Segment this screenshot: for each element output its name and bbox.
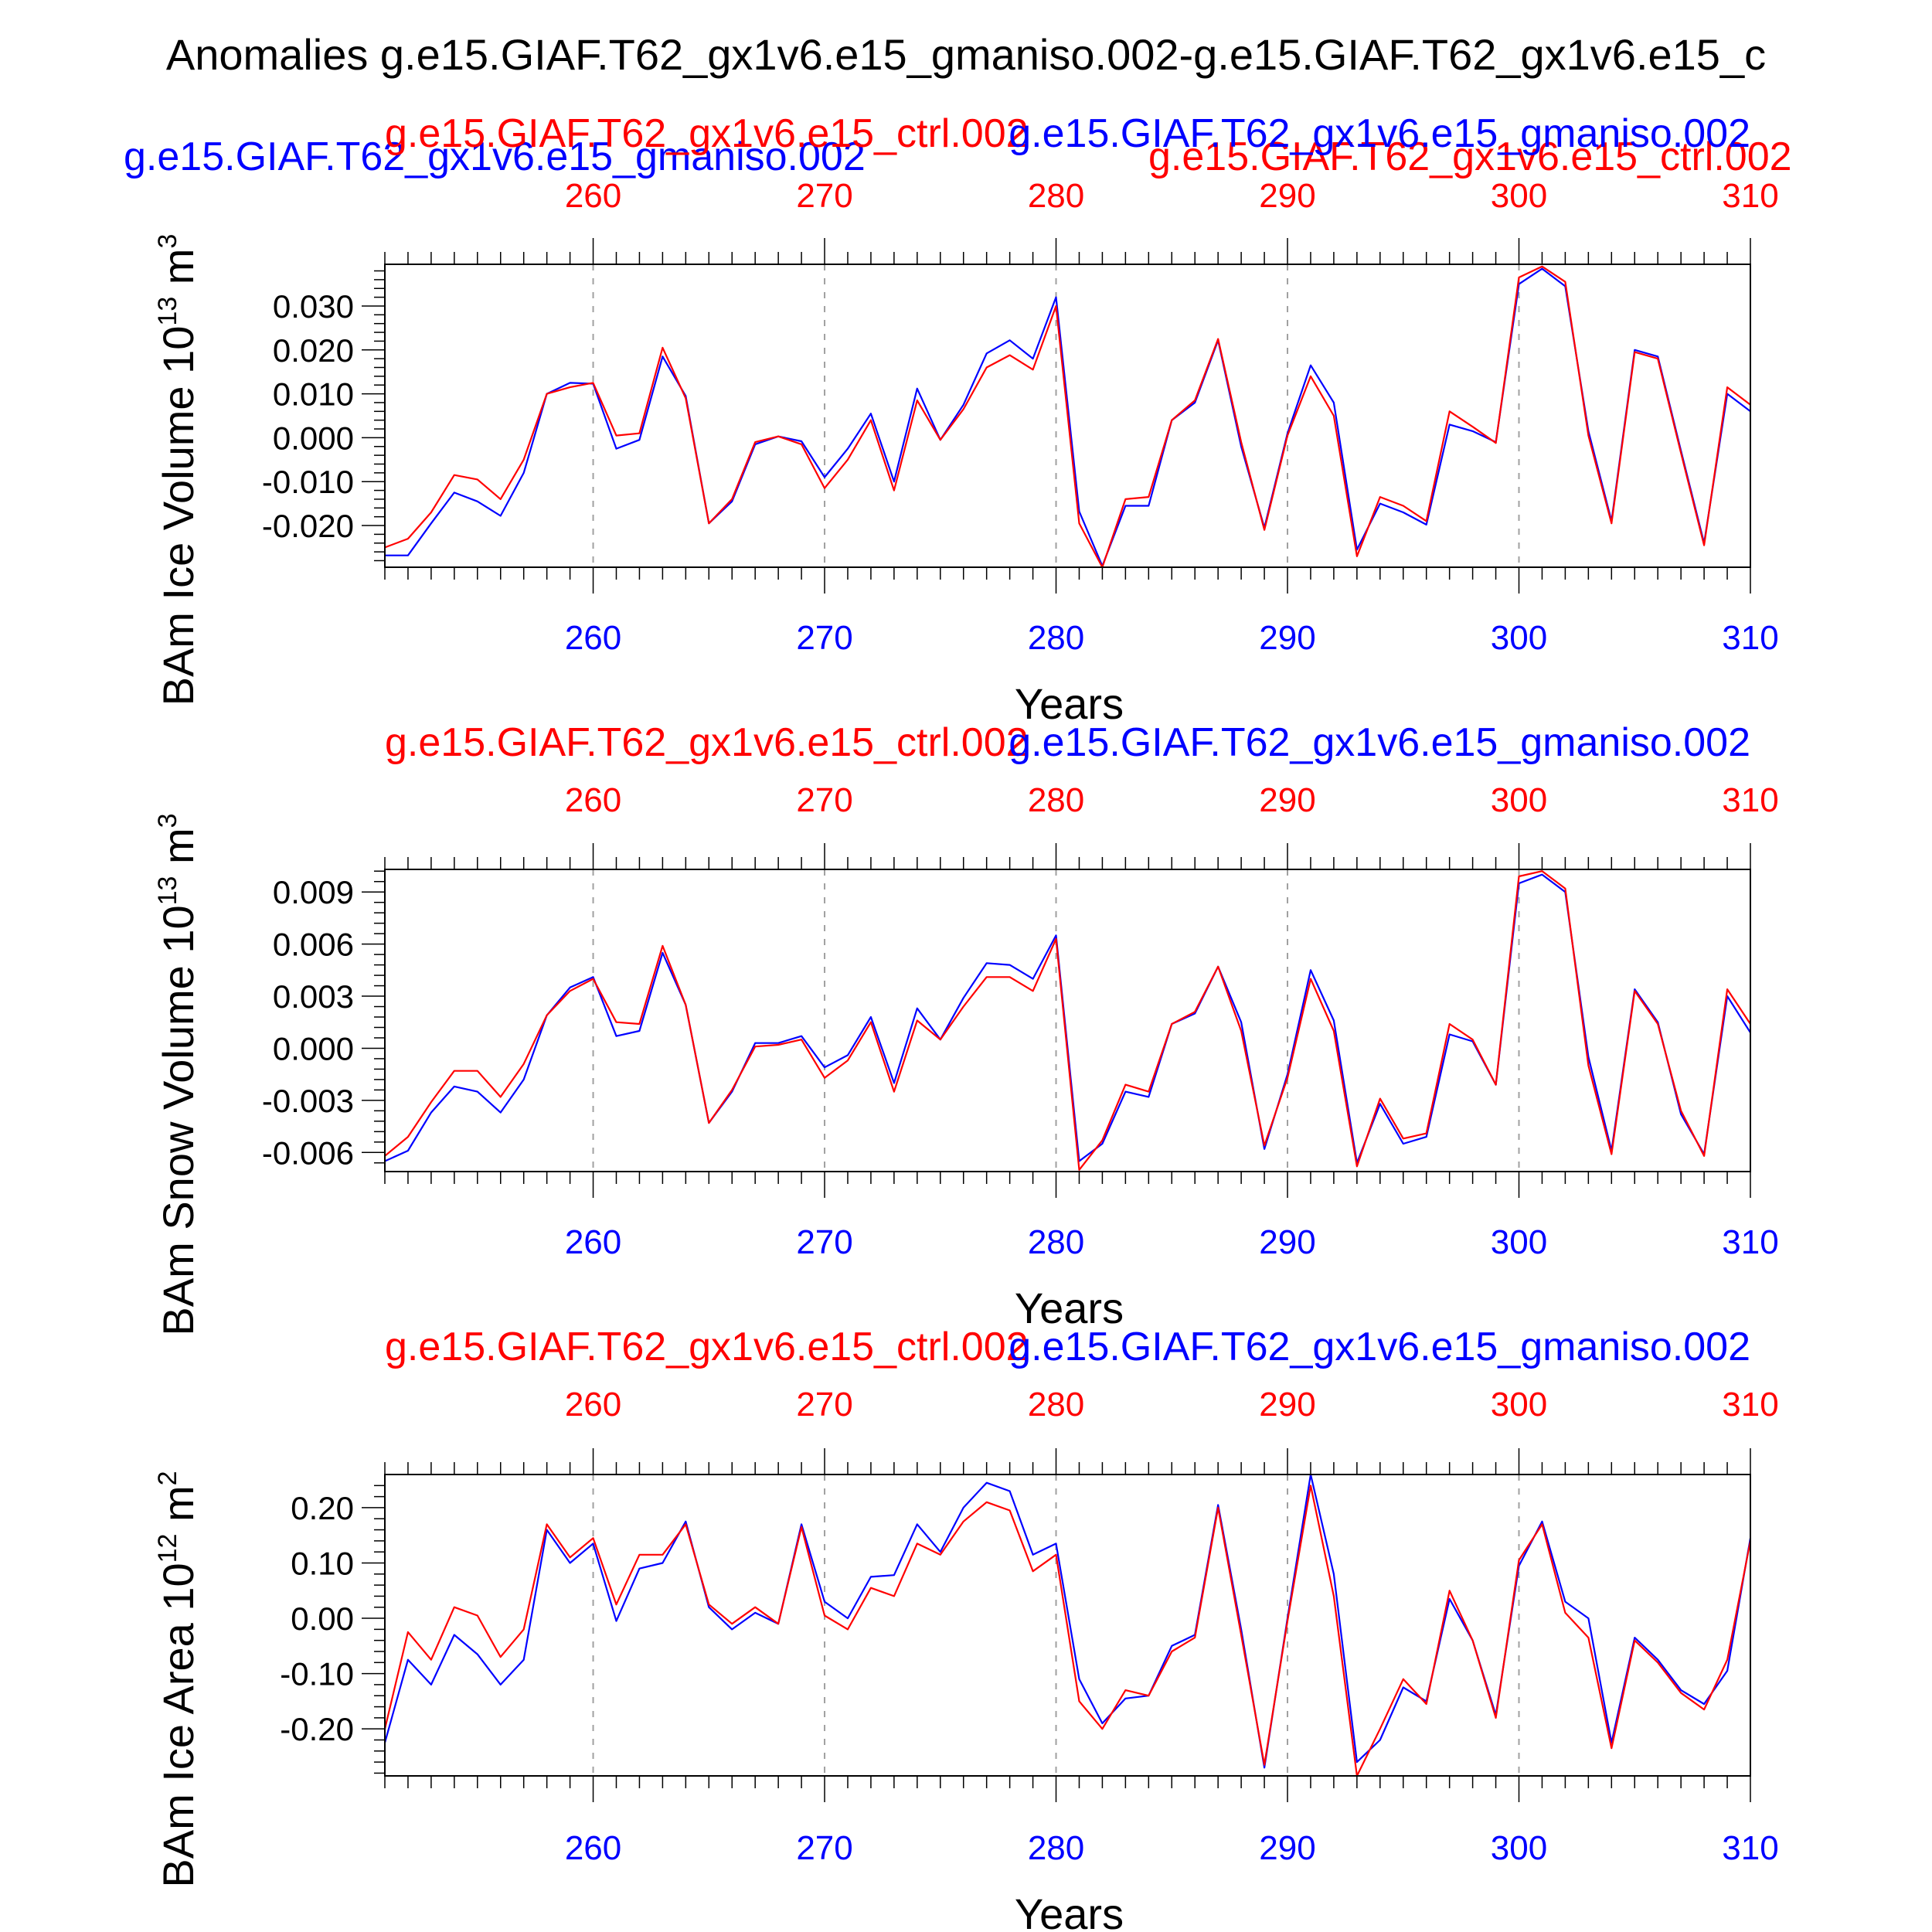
- y-tick-label: 0.000: [273, 420, 354, 456]
- x-tick-label-top: 270: [796, 781, 852, 819]
- panel-label-series-a: g.e15.GIAF.T62_gx1v6.e15_gmaniso.002: [1009, 720, 1750, 765]
- x-tick-label-bottom: 280: [1028, 1829, 1084, 1867]
- y-tick-label: 0.006: [273, 927, 354, 963]
- panel-label-series-b: g.e15.GIAF.T62_gx1v6.e15_ctrl.002: [385, 1325, 1029, 1369]
- y-tick-label: 0.030: [273, 288, 354, 325]
- x-tick-label-bottom: 270: [796, 619, 852, 657]
- x-tick-label-bottom: 290: [1259, 1829, 1315, 1867]
- y-axis-label-main: BAm Snow Volume 10: [154, 905, 202, 1335]
- y-axis-label-unit: m: [154, 249, 202, 297]
- y-tick-label: 0.010: [273, 376, 354, 413]
- y-axis-label: BAm Ice Area 1012 m2: [153, 1471, 202, 1887]
- x-tick-label-top: 260: [565, 177, 621, 215]
- x-tick-label-bottom: 280: [1028, 619, 1084, 657]
- y-tick-label: -0.003: [262, 1083, 354, 1119]
- x-tick-label-top: 310: [1722, 1386, 1778, 1423]
- x-tick-label-bottom: 300: [1491, 619, 1547, 657]
- x-tick-label-top: 280: [1028, 781, 1084, 819]
- x-tick-label-bottom: 260: [565, 619, 621, 657]
- x-tick-label-top: 280: [1028, 1386, 1084, 1423]
- y-tick-label: -0.10: [280, 1656, 354, 1692]
- y-axis-label: BAm Ice Volume 1013 m3: [153, 234, 202, 706]
- x-axis-label: Years: [1015, 1284, 1124, 1332]
- x-tick-label-top: 290: [1259, 1386, 1315, 1423]
- y-axis-label-exponent: 13: [153, 297, 182, 326]
- y-axis-label-exponent: 13: [153, 876, 182, 906]
- subtitle-series-a: g.e15.GIAF.T62_gx1v6.e15_gmaniso.002: [124, 134, 866, 179]
- y-tick-label: -0.006: [262, 1134, 354, 1171]
- x-axis-label: Years: [1015, 1889, 1124, 1932]
- series-line-b: [383, 1485, 1752, 1777]
- x-tick-label-top: 310: [1722, 177, 1778, 215]
- x-tick-label-bottom: 270: [796, 1223, 852, 1261]
- y-tick-label: 0.020: [273, 332, 354, 369]
- chart-panel-3: g.e15.GIAF.T62_gx1v6.e15_ctrl.002g.e15.G…: [153, 1325, 1779, 1932]
- x-tick-label-top: 290: [1259, 177, 1315, 215]
- y-tick-label: 0.003: [273, 978, 354, 1015]
- y-axis-label-unit-exponent: 3: [153, 813, 182, 828]
- series-line-a: [383, 1473, 1752, 1769]
- x-tick-label-bottom: 260: [565, 1829, 621, 1867]
- x-tick-label-bottom: 310: [1722, 1223, 1778, 1261]
- y-axis-label-main: BAm Ice Volume 10: [154, 326, 202, 706]
- subtitle-series-b: g.e15.GIAF.T62_gx1v6.e15_ctrl.002: [1148, 134, 1792, 179]
- x-tick-label-bottom: 260: [565, 1223, 621, 1261]
- y-axis-label-unit-exponent: 3: [153, 234, 182, 249]
- x-tick-label-top: 300: [1491, 1386, 1547, 1423]
- x-tick-label-bottom: 290: [1259, 619, 1315, 657]
- panel-label-series-b: g.e15.GIAF.T62_gx1v6.e15_ctrl.002: [385, 111, 1029, 156]
- x-tick-label-bottom: 310: [1722, 1829, 1778, 1867]
- y-axis-label-exponent: 12: [153, 1534, 182, 1563]
- plot-frame: [384, 1474, 1751, 1777]
- y-tick-label: -0.020: [262, 508, 354, 544]
- x-tick-label-bottom: 300: [1491, 1223, 1547, 1261]
- x-tick-label-top: 270: [796, 177, 852, 215]
- chart-panel-2: g.e15.GIAF.T62_gx1v6.e15_ctrl.002g.e15.G…: [153, 720, 1779, 1336]
- x-tick-label-top: 270: [796, 1386, 852, 1423]
- x-tick-label-top: 290: [1259, 781, 1315, 819]
- x-tick-label-top: 260: [565, 1386, 621, 1423]
- series-line-a: [385, 267, 1751, 567]
- chart-panel-1: g.e15.GIAF.T62_gx1v6.e15_ctrl.002g.e15.G…: [153, 111, 1779, 728]
- series-line-a: [384, 873, 1751, 1164]
- x-axis-label: Years: [1015, 679, 1124, 728]
- x-tick-label-top: 310: [1722, 781, 1778, 819]
- y-axis-label-unit: m: [154, 1485, 202, 1533]
- x-tick-label-bottom: 280: [1028, 1223, 1084, 1261]
- y-tick-label: 0.00: [291, 1600, 354, 1637]
- y-axis-label-unit: m: [154, 828, 202, 876]
- y-tick-label: -0.010: [262, 464, 354, 500]
- panels: g.e15.GIAF.T62_gx1v6.e15_ctrl.002g.e15.G…: [153, 111, 1779, 1932]
- y-tick-label: 0.20: [291, 1490, 354, 1526]
- x-tick-label-bottom: 290: [1259, 1223, 1315, 1261]
- panel-label-series-b: g.e15.GIAF.T62_gx1v6.e15_ctrl.002: [385, 720, 1029, 765]
- y-tick-label: 0.000: [273, 1030, 354, 1066]
- figure-title: Anomalies g.e15.GIAF.T62_gx1v6.e15_gmani…: [166, 30, 1766, 79]
- x-tick-label-top: 260: [565, 781, 621, 819]
- y-axis-label: BAm Snow Volume 1013 m3: [153, 813, 202, 1335]
- series-line-b: [384, 870, 1751, 1171]
- y-tick-label: -0.20: [280, 1711, 354, 1747]
- y-axis-label-unit-exponent: 2: [153, 1471, 182, 1485]
- x-tick-label-top: 300: [1491, 177, 1547, 215]
- plot-frame: [384, 264, 1751, 568]
- x-tick-label-bottom: 310: [1722, 619, 1778, 657]
- x-tick-label-top: 280: [1028, 177, 1084, 215]
- x-tick-label-top: 300: [1491, 781, 1547, 819]
- x-tick-label-bottom: 270: [796, 1829, 852, 1867]
- x-tick-label-bottom: 300: [1491, 1829, 1547, 1867]
- series-line-b: [384, 265, 1751, 569]
- panel-label-series-a: g.e15.GIAF.T62_gx1v6.e15_gmaniso.002: [1009, 111, 1750, 156]
- plot-frame: [384, 869, 1751, 1172]
- y-axis-label-main: BAm Ice Area 10: [154, 1563, 202, 1887]
- y-tick-label: 0.009: [273, 874, 354, 910]
- panel-label-series-a: g.e15.GIAF.T62_gx1v6.e15_gmaniso.002: [1009, 1325, 1750, 1369]
- y-tick-label: 0.10: [291, 1545, 354, 1581]
